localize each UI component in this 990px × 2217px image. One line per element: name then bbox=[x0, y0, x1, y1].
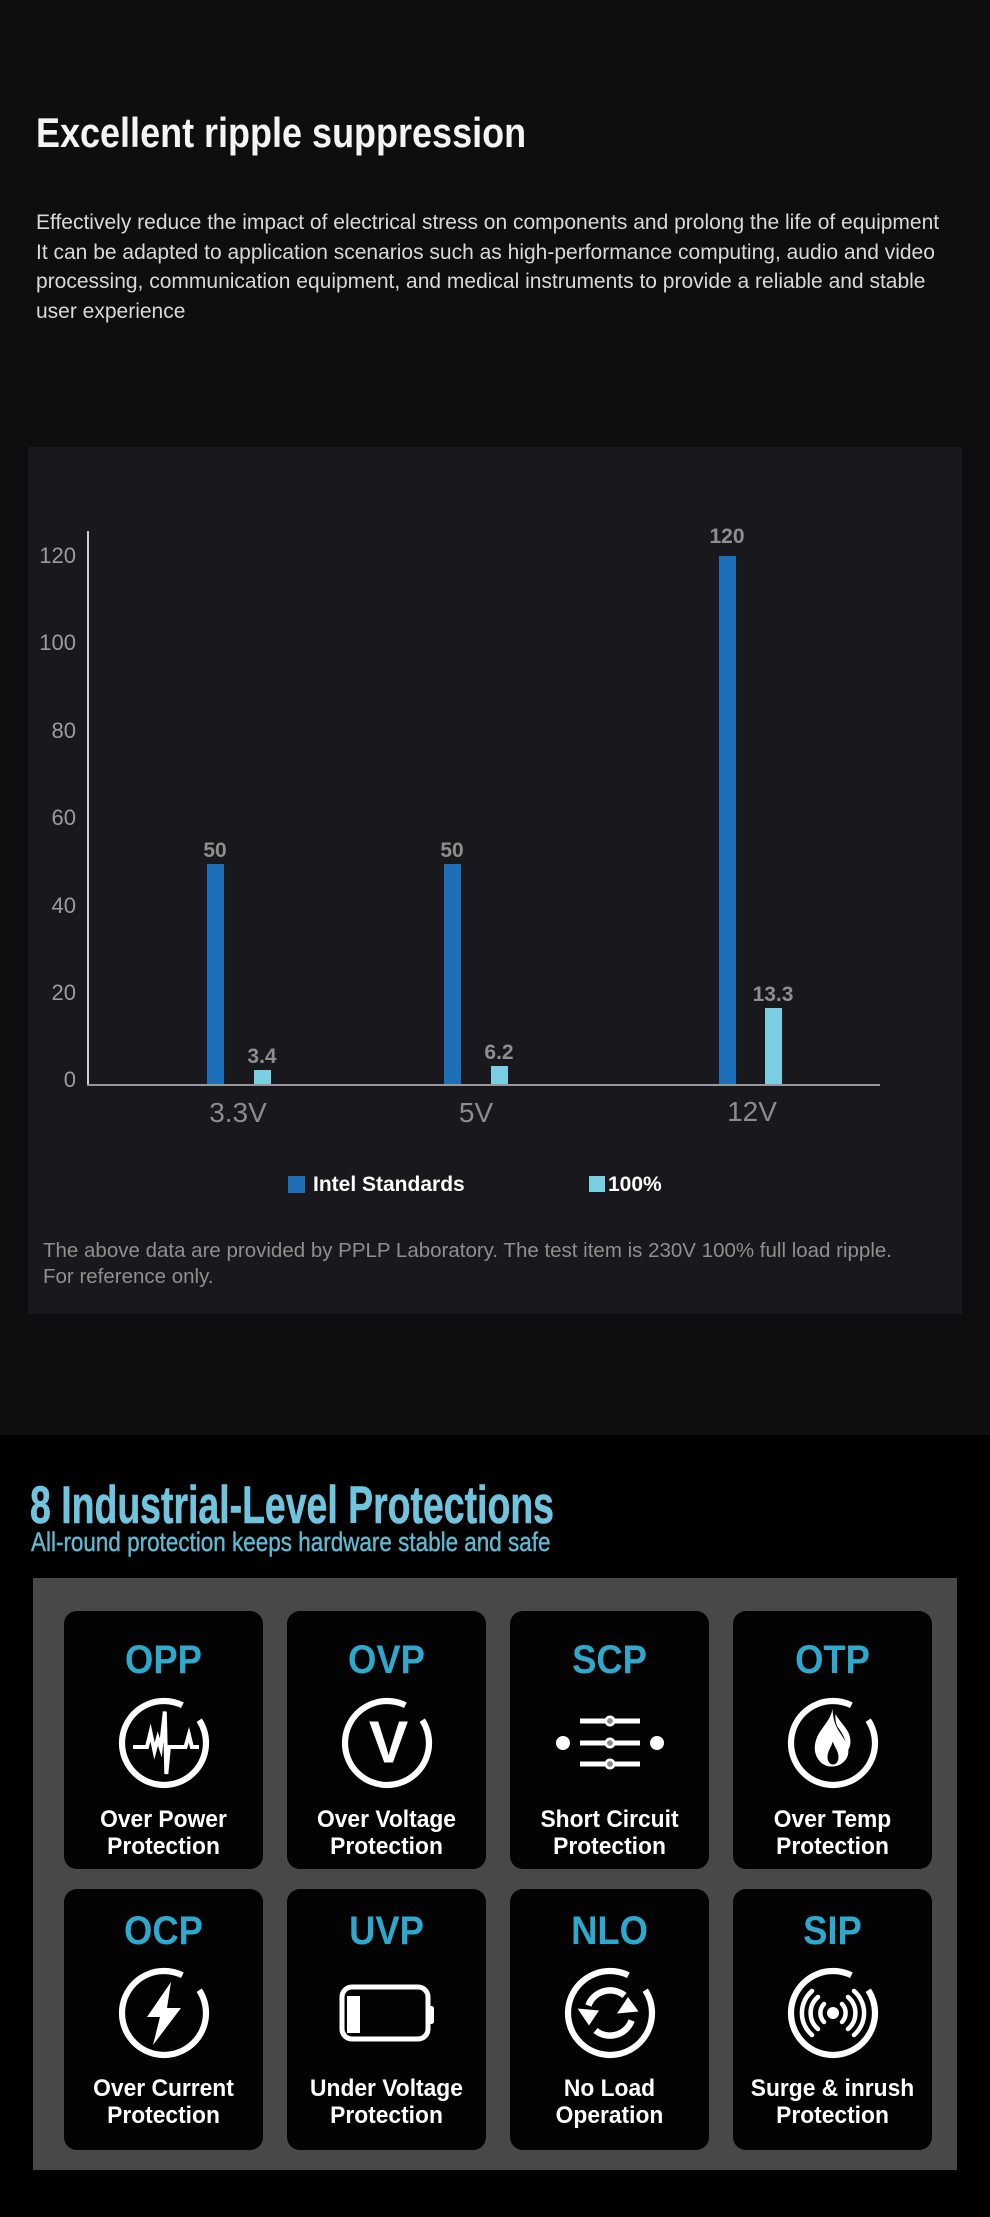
svg-text:V: V bbox=[368, 1710, 407, 1776]
